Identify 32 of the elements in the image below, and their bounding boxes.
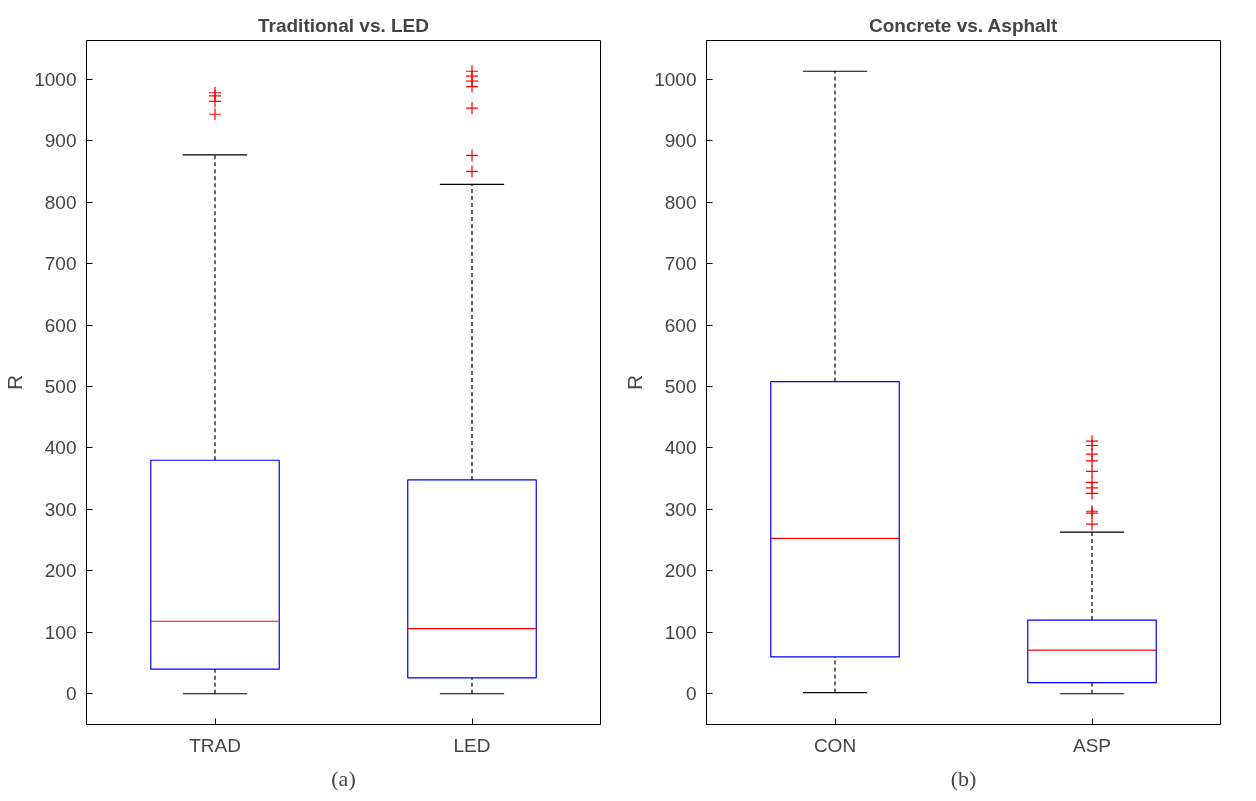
y-axis-title: R [3,374,27,391]
y-tick-label: 800 [44,191,77,213]
x-tick-label: LED [453,734,491,756]
y-tick-label: 900 [44,130,77,152]
y-tick-label: 0 [65,683,77,705]
y-tick-label: 600 [44,314,77,336]
y-tick-label: 400 [664,437,697,459]
y-tick-label: 700 [664,253,697,275]
y-tick-label: 500 [44,375,77,397]
y-tick-label: 300 [44,498,77,520]
y-tick-label: 400 [44,437,77,459]
y-tick-label: 900 [664,130,697,152]
y-tick-label: 700 [44,253,77,275]
x-tick-label: CON [813,734,857,756]
x-tick-label: TRAD [189,734,241,756]
y-axis-title: R [623,374,647,391]
y-tick-label: 0 [685,683,697,705]
y-tick-label: 800 [664,191,697,213]
y-tick-label: 600 [664,314,697,336]
text: (b) [950,765,977,791]
y-tick-label: 300 [664,498,697,520]
chart-title: Traditional vs. LED [257,14,430,36]
y-tick-label: 200 [44,560,77,582]
y-tick-label: 100 [44,621,77,643]
x-tick-label: ASP [1072,734,1112,756]
y-tick-label: 1000 [34,68,77,90]
chart-title: Concrete vs. Asphalt [869,14,1058,36]
y-tick-label: 100 [664,621,697,643]
text: (a) [331,765,356,791]
y-tick-label: 500 [664,375,697,397]
y-tick-label: 200 [664,560,697,582]
y-tick-label: 1000 [654,68,697,90]
